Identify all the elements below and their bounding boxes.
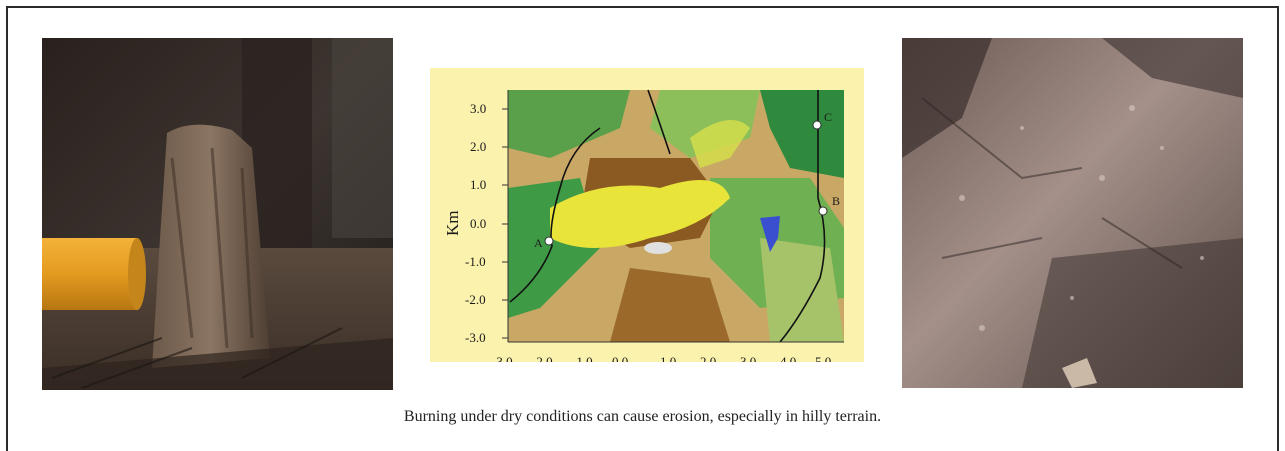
point-c-label: C xyxy=(824,110,832,124)
x-tick: 2.0 xyxy=(700,354,716,362)
burned-stump-photo xyxy=(42,38,393,390)
x-tick: 3.0 xyxy=(740,354,756,362)
x-tick: -1.0 xyxy=(572,354,593,362)
terrain-erosion-map: A B C 3.0 2.0 1.0 0.0 -1.0 -2.0 -3.0 Km … xyxy=(430,68,864,362)
x-tick: -3.0 xyxy=(492,354,513,362)
y-tick: 3.0 xyxy=(470,101,486,116)
y-tick: -1.0 xyxy=(465,254,486,269)
x-tick: 0.0 xyxy=(612,354,628,362)
x-tick: 1.0 xyxy=(660,354,676,362)
burned-soil-photo xyxy=(902,38,1243,388)
point-b-label: B xyxy=(832,194,840,208)
y-tick: -3.0 xyxy=(465,330,486,345)
x-tick: 4.0 xyxy=(780,354,796,362)
y-tick: -2.0 xyxy=(465,292,486,307)
figure-caption: Burning under dry conditions can cause e… xyxy=(403,408,882,425)
y-tick: 0.0 xyxy=(470,216,486,231)
y-tick: 1.0 xyxy=(470,177,486,192)
figure-frame xyxy=(6,6,1279,451)
x-tick: -2.0 xyxy=(532,354,553,362)
y-tick: 2.0 xyxy=(470,139,486,154)
y-axis-label: Km xyxy=(443,211,462,237)
point-a-label: A xyxy=(534,236,543,250)
x-tick: 5.0 xyxy=(815,354,831,362)
